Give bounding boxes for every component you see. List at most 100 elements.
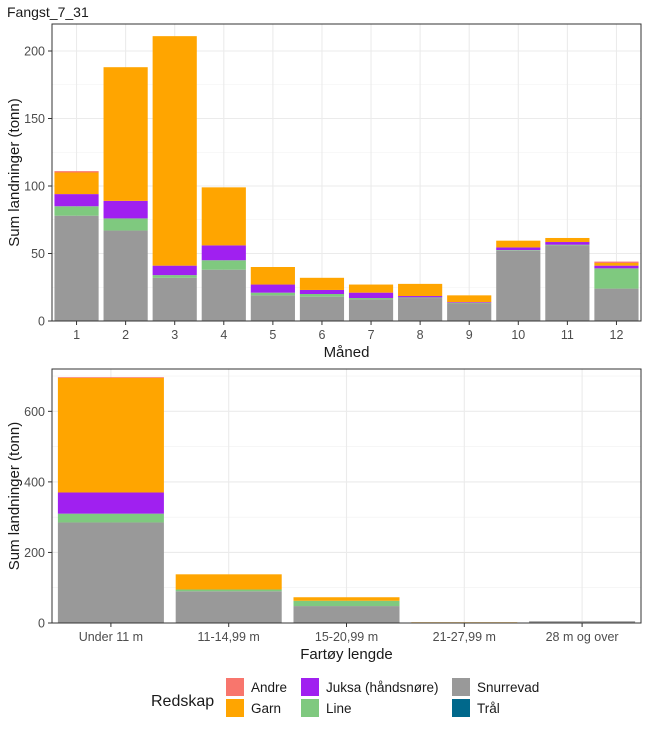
- figure-title: Fangst_7_31: [7, 4, 89, 20]
- bar-garn-12: [594, 262, 639, 266]
- bar-snurrevad-15-20-99-m: [293, 606, 400, 623]
- y-tick-label: 200: [24, 45, 45, 59]
- bar-garn-8: [398, 283, 443, 297]
- chart-by-vessel-length: 0 200 400 600 Under 11 m 11-14,99 m 15-20,99 m…: [6, 368, 642, 663]
- bar-snurrevad-11-14-99-m: [175, 591, 282, 623]
- bar-garn-5: [250, 267, 295, 285]
- y-axis-title: Sum landninger (tonn): [6, 98, 23, 246]
- bar-garn-11: [545, 237, 590, 243]
- x-tick-label: 28 m og over: [546, 630, 619, 644]
- bar-snurrevad-2: [103, 230, 148, 321]
- bar-juksa-h-ndsn-re-6: [299, 289, 345, 294]
- bar-garn-10: [496, 240, 541, 248]
- bar-snurrevad-3: [152, 277, 197, 321]
- y-axis-title: Sum landninger (tonn): [6, 422, 23, 570]
- plot-background: [52, 24, 641, 321]
- bar-snurrevad-7: [348, 299, 394, 321]
- y-tick-label: 50: [31, 247, 45, 261]
- bar-snurrevad-1: [54, 215, 99, 321]
- legend-label-andre: Andre: [251, 680, 287, 695]
- bar-snurrevad-6: [299, 296, 345, 321]
- bar-garn-4: [201, 187, 246, 246]
- bar-snurrevad-9: [447, 303, 492, 321]
- bar-juksa-h-ndsn-re-under-11-m: [57, 492, 164, 514]
- bar-snurrevad-10: [496, 250, 541, 321]
- bar-juksa-h-ndsn-re-12: [594, 265, 639, 269]
- bar-garn-3: [152, 36, 197, 266]
- x-tick-label: 15-20,99 m: [315, 630, 378, 644]
- y-tick-label: 150: [24, 112, 45, 126]
- bar-line-5: [250, 292, 295, 296]
- legend-label-line: Line: [326, 701, 352, 716]
- bar-line-7: [348, 298, 394, 300]
- bar-garn-11-14-99-m: [175, 574, 282, 590]
- bar-line-4: [201, 260, 246, 270]
- x-tick-label: Under 11 m: [79, 630, 143, 644]
- bar-garn-9: [447, 295, 492, 303]
- bar-garn-7: [348, 284, 394, 293]
- legend-title: Redskap: [151, 693, 214, 710]
- bar-line-8: [398, 297, 443, 299]
- legend-key-tr-l: [452, 699, 470, 717]
- bar-garn-under-11-m: [57, 377, 164, 493]
- x-tick-label: 5: [269, 328, 276, 342]
- legend-label-juksa-h-ndsn-re: Juksa (håndsnøre): [326, 680, 439, 695]
- bar-snurrevad-8: [398, 298, 443, 321]
- bar-snurrevad-4: [201, 269, 246, 321]
- bar-juksa-h-ndsn-re-4: [201, 245, 246, 261]
- bar-juksa-h-ndsn-re-11: [545, 242, 590, 245]
- y-tick-label: 400: [24, 475, 45, 489]
- y-tick-label: 0: [38, 315, 45, 329]
- x-tick-label: 4: [220, 328, 227, 342]
- bar-line-6: [299, 294, 345, 297]
- x-tick-label: 11-14,99 m: [198, 630, 260, 644]
- x-axis-title: Måned: [324, 344, 370, 361]
- bar-line-1: [54, 206, 99, 216]
- plot-border: [51, 23, 642, 322]
- bar-snurrevad-12: [594, 288, 639, 321]
- bar-juksa-h-ndsn-re-2: [103, 200, 148, 219]
- bar-andre-12: [594, 261, 639, 263]
- bar-garn-1: [54, 172, 99, 195]
- bar-line-11-14-99-m: [175, 589, 282, 592]
- x-tick-label: 3: [171, 328, 178, 342]
- x-tick-label: 21-27,99 m: [433, 630, 496, 644]
- bar-juksa-h-ndsn-re-8: [398, 296, 443, 298]
- x-tick-label: 9: [466, 328, 473, 342]
- legend-key-snurrevad: [452, 678, 470, 696]
- bar-juksa-h-ndsn-re-7: [348, 292, 394, 299]
- bar-juksa-h-ndsn-re-1: [54, 194, 99, 207]
- x-tick-label: 7: [368, 328, 375, 342]
- bar-line-15-20-99-m: [293, 600, 400, 607]
- bar-juksa-h-ndsn-re-3: [152, 265, 197, 276]
- legend-label-garn: Garn: [251, 701, 281, 716]
- bar-garn-6: [299, 277, 345, 290]
- x-tick-label: 10: [511, 328, 525, 342]
- bar-line-11: [545, 244, 590, 246]
- y-tick-label: 0: [38, 617, 45, 631]
- x-tick-label: 11: [561, 328, 574, 342]
- bar-line-3: [152, 275, 197, 278]
- bar-line-12: [594, 268, 639, 289]
- bar-andre-under-11-m: [57, 377, 164, 378]
- legend-key-juksa-h-ndsn-re: [301, 678, 319, 696]
- legend-key-andre: [226, 678, 244, 696]
- x-tick-label: 12: [610, 328, 624, 342]
- bar-snurrevad-28-m-og-over: [529, 621, 636, 623]
- bar-line-under-11-m: [57, 513, 164, 523]
- bar-juksa-h-ndsn-re-5: [250, 284, 295, 293]
- bar-snurrevad-11: [545, 245, 590, 321]
- legend: Redskap Andre Garn Juksa (håndsnøre) Line Snu…: [151, 678, 539, 717]
- x-axis-title: Fartøy lengde: [300, 646, 393, 663]
- legend-key-garn: [226, 699, 244, 717]
- y-tick-label: 200: [24, 546, 45, 560]
- y-tick-label: 600: [24, 405, 45, 419]
- x-tick-label: 6: [318, 328, 325, 342]
- bar-andre-1: [54, 171, 99, 173]
- bar-snurrevad-under-11-m: [57, 522, 164, 623]
- x-tick-label: 1: [73, 328, 80, 342]
- bar-line-2: [103, 218, 148, 231]
- y-tick-label: 100: [24, 180, 45, 194]
